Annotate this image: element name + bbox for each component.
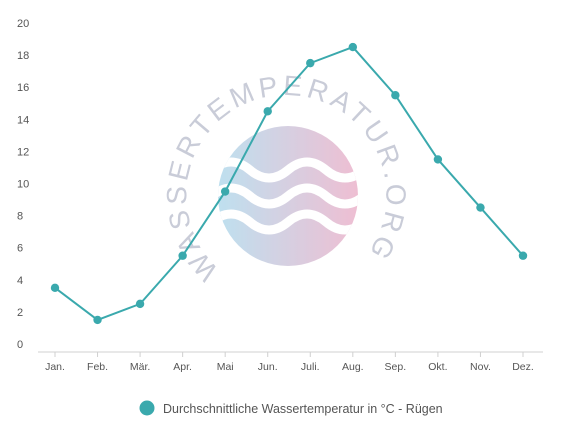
x-tick-label: Aug. (342, 361, 364, 373)
y-tick-label: 12 (17, 146, 29, 158)
data-point[interactable] (391, 91, 400, 100)
legend-label: Durchschnittliche Wassertemperatur in °C… (163, 402, 443, 416)
x-tick-label: Feb. (87, 361, 108, 373)
data-point[interactable] (433, 155, 443, 164)
series-line (54, 46, 524, 321)
watermark-wave-3 (218, 209, 358, 235)
y-tick-label: 18 (17, 50, 29, 62)
y-tick-label: 10 (17, 179, 29, 191)
data-point[interactable] (50, 283, 60, 293)
y-tick-label: 4 (17, 275, 23, 287)
y-tick-label: 0 (17, 339, 23, 351)
y-tick-label: 16 (17, 82, 29, 94)
x-tick-label: Nov. (470, 361, 491, 373)
data-point[interactable] (135, 299, 145, 309)
y-axis: 0 2 4 6 8 10 12 14 16 18 20 (17, 18, 29, 351)
x-tick-label: Jun. (258, 361, 278, 373)
legend-swatch (139, 400, 155, 416)
x-tick-label: Dez. (512, 361, 534, 373)
x-tick-label: Apr. (173, 361, 192, 373)
y-tick-label: 8 (17, 211, 23, 223)
data-point[interactable] (518, 251, 528, 260)
data-point[interactable] (476, 203, 485, 212)
data-point[interactable] (306, 58, 315, 68)
data-point[interactable] (93, 315, 102, 325)
legend: Durchschnittliche Wassertemperatur in °C… (139, 400, 443, 416)
data-point[interactable] (220, 187, 230, 196)
data-point[interactable] (263, 107, 272, 116)
y-tick-label: 2 (17, 307, 23, 319)
x-tick-label: Mai (217, 361, 234, 373)
y-tick-label: 14 (17, 114, 29, 126)
series-layer (50, 42, 528, 325)
y-tick-label: 20 (17, 18, 29, 30)
x-axis: Jan. Feb. Mär. Apr. Mai Jun. Juli. Aug. Sep. Okt.… (45, 352, 534, 373)
x-tick-label: Juli. (301, 361, 320, 373)
x-tick-label: Jan. (45, 361, 65, 373)
x-tick-label: Okt. (428, 361, 447, 373)
data-point[interactable] (348, 42, 358, 52)
x-tick-label: Mär. (130, 361, 150, 373)
watermark-wave-2 (218, 183, 358, 209)
watermark-logo: WASSERTEMPERATUR.ORG (161, 70, 407, 287)
data-point[interactable] (178, 251, 187, 260)
x-tick-label: Sep. (385, 361, 407, 373)
y-tick-label: 6 (17, 243, 23, 255)
